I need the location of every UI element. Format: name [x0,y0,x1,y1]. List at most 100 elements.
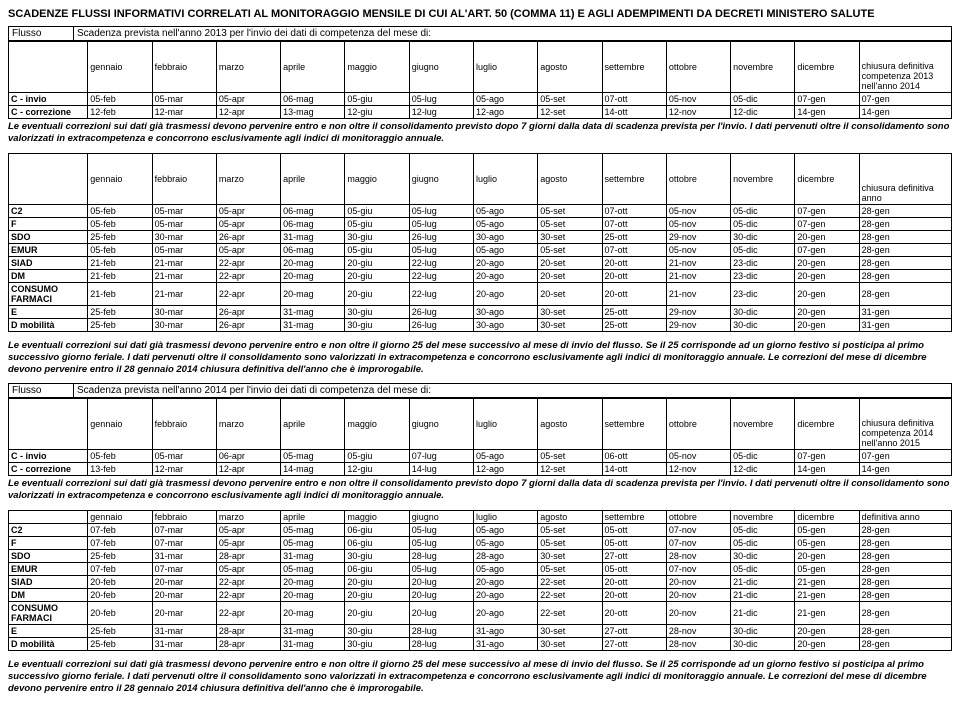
flusso-text: Scadenza prevista nell'anno 2013 per l'i… [74,27,951,40]
data-cell: 21-gen [795,602,859,625]
data-cell: 07-feb [88,524,152,537]
definitiva-cell: 28-gen [859,524,951,537]
data-cell: 30-dic [731,305,795,318]
table-row: SDO25-feb30-mar26-apr31-mag30-giu26-lug3… [9,230,952,243]
data-cell: 05-mag [281,537,345,550]
row-label: SIAD [9,256,88,269]
data-cell: 28-nov [666,638,730,651]
month-cell: maggio [345,153,409,204]
month-cell: settembre [602,42,666,93]
data-cell: 30-set [538,230,602,243]
data-cell: 30-giu [345,230,409,243]
data-cell: 06-mag [281,217,345,230]
data-cell: 28-apr [216,550,280,563]
data-cell: 05-mag [281,524,345,537]
data-cell: 05-lug [409,563,473,576]
data-cell: 23-dic [731,256,795,269]
data-cell: 05-set [538,450,602,463]
data-cell: 05-apr [216,243,280,256]
data-cell: 05-set [538,524,602,537]
data-cell: 05-dic [731,204,795,217]
data-cell: 22-apr [216,256,280,269]
data-cell: 20-nov [666,589,730,602]
data-cell: 05-dic [731,450,795,463]
data-cell: 05-mag [281,450,345,463]
definitiva-cell: 28-gen [859,282,951,305]
data-cell: 22-apr [216,282,280,305]
data-cell: 20-ott [602,589,666,602]
table-row: DM20-feb20-mar22-apr20-mag20-giu20-lug20… [9,589,952,602]
data-cell: 20-ott [602,602,666,625]
data-cell: 05-nov [666,243,730,256]
data-cell: 12-ago [473,463,537,476]
data-cell: 14-lug [409,463,473,476]
data-cell: 05-ago [473,524,537,537]
data-cell: 05-apr [216,563,280,576]
data-cell: 20-lug [409,602,473,625]
data-cell: 06-giu [345,537,409,550]
row-label: SDO [9,230,88,243]
month-cell: aprile [281,399,345,450]
data-cell: 05-ott [602,537,666,550]
data-cell: 26-apr [216,305,280,318]
data-cell: 28-lug [409,625,473,638]
data-cell: 27-ott [602,550,666,563]
table-row: F07-feb07-mar05-apr05-mag06-giu05-lug05-… [9,537,952,550]
data-cell: 13-feb [88,463,152,476]
blank-cell [9,153,88,204]
data-cell: 31-mar [152,550,216,563]
data-cell: 06-giu [345,563,409,576]
data-cell: 30-giu [345,638,409,651]
definitiva-cell: 28-gen [859,602,951,625]
data-cell: 20-giu [345,602,409,625]
data-cell: 05-giu [345,93,409,106]
blank-cell [9,42,88,93]
data-cell: 12-giu [345,463,409,476]
data-cell: 20-mar [152,576,216,589]
definitiva-cell: 28-gen [859,217,951,230]
month-cell: luglio [473,153,537,204]
data-cell: 05-set [538,563,602,576]
definitiva-cell: 28-gen [859,576,951,589]
data-cell: 20-set [538,282,602,305]
data-cell: 30-ago [473,230,537,243]
month-cell: maggio [345,399,409,450]
data-cell: 22-set [538,602,602,625]
row-label: C - invio [9,93,88,106]
data-cell: 20-ago [473,602,537,625]
data-cell: 13-mag [281,106,345,119]
blank-cell [9,511,88,524]
data-cell: 31-mag [281,638,345,651]
data-cell: 05-mar [152,217,216,230]
data-cell: 20-feb [88,589,152,602]
data-cell: 26-apr [216,318,280,331]
data-cell: 28-apr [216,638,280,651]
month-cell: dicembre [795,399,859,450]
data-cell: 30-set [538,305,602,318]
data-cell: 22-lug [409,282,473,305]
data-cell: 22-apr [216,602,280,625]
data-cell: 22-apr [216,269,280,282]
definitiva-cell: 07-gen [859,93,951,106]
data-cell: 25-feb [88,230,152,243]
definitiva-header: chiusura definitiva anno [859,153,951,204]
table-2014-b: gennaio febbraio marzo aprile maggio giu… [8,510,952,651]
table-row: EMUR07-feb07-mar05-apr05-mag06-giu05-lug… [9,563,952,576]
data-cell: 05-ago [473,243,537,256]
table-row: D mobilità25-feb31-mar28-apr31-mag30-giu… [9,638,952,651]
definitiva-cell: 28-gen [859,204,951,217]
data-cell: 20-gen [795,318,859,331]
definitiva-cell: 28-gen [859,269,951,282]
data-cell: 07-ott [602,217,666,230]
data-cell: 07-gen [795,243,859,256]
data-cell: 25-ott [602,305,666,318]
data-cell: 30-mar [152,305,216,318]
data-cell: 05-mar [152,243,216,256]
data-cell: 21-dic [731,576,795,589]
data-cell: 20-mag [281,269,345,282]
data-cell: 20-giu [345,282,409,305]
month-cell: gennaio [88,42,152,93]
data-cell: 25-feb [88,550,152,563]
row-label: DM [9,269,88,282]
data-cell: 07-ott [602,243,666,256]
